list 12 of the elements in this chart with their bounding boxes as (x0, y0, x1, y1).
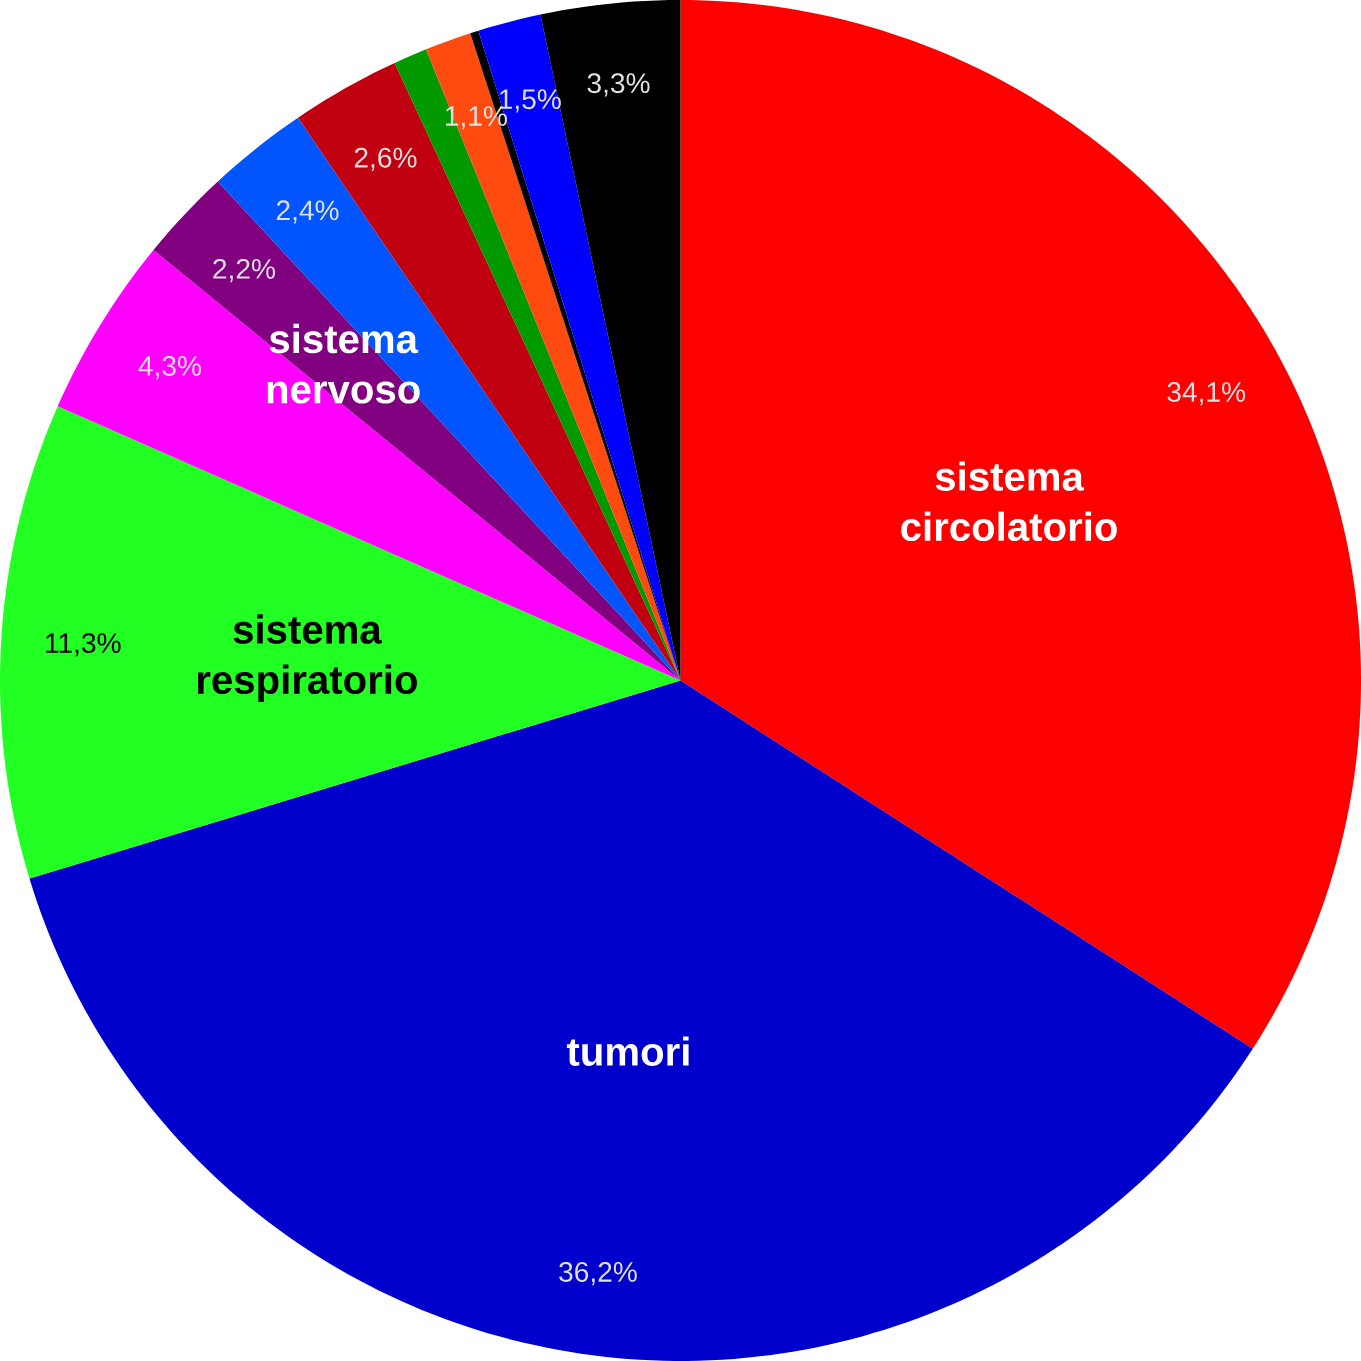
data-label: 2,4% (276, 200, 339, 224)
data-label: 3,3% (587, 73, 650, 97)
slice-label: tumori (566, 1036, 689, 1066)
data-label: 36,2% (559, 1262, 637, 1286)
data-label: 2,2% (213, 258, 276, 283)
slice-label: sistema circolatorio (901, 461, 1117, 542)
slice-label: sistema nervoso (267, 323, 420, 404)
data-label: 2,6% (354, 147, 417, 171)
data-label: 11,3% (46, 633, 121, 657)
slice-label: sistema respiratorio (197, 614, 417, 703)
data-label: 34,1% (1167, 382, 1246, 406)
data-label: 4,3% (138, 356, 201, 380)
